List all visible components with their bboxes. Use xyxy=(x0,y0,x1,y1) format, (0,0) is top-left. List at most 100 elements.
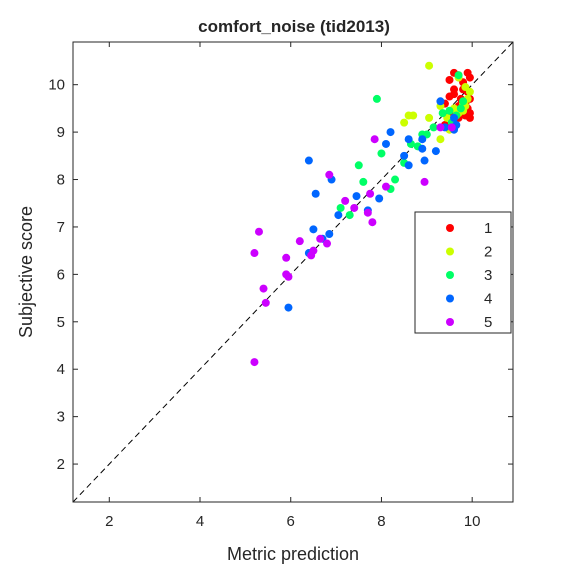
data-point xyxy=(465,87,474,96)
data-point xyxy=(400,118,409,127)
data-point xyxy=(429,123,438,132)
data-point xyxy=(425,61,434,70)
legend-marker-2 xyxy=(446,247,454,256)
data-point xyxy=(456,104,465,113)
legend-marker-4 xyxy=(446,294,454,303)
y-tick-label: 10 xyxy=(48,77,65,94)
data-point xyxy=(436,135,445,144)
chart-title: comfort_noise (tid2013) xyxy=(198,17,390,36)
data-point xyxy=(438,109,447,118)
axes-box xyxy=(72,41,514,503)
data-point xyxy=(404,111,413,120)
y-tick-label: 8 xyxy=(57,172,65,189)
data-point xyxy=(309,225,318,234)
y-tick-label: 3 xyxy=(57,409,65,426)
legend-label-4: 4 xyxy=(484,291,492,308)
data-point xyxy=(404,135,413,144)
legend-marker-1 xyxy=(446,224,454,232)
data-point xyxy=(372,94,381,103)
legend-label-1: 1 xyxy=(484,220,492,237)
data-point xyxy=(436,123,445,132)
data-point xyxy=(366,189,375,198)
data-point xyxy=(459,97,468,106)
data-point xyxy=(377,149,386,158)
data-point xyxy=(445,75,454,84)
y-tick-label: 9 xyxy=(57,124,65,141)
data-point xyxy=(307,251,316,260)
data-point xyxy=(334,211,343,220)
legend-label-5: 5 xyxy=(484,314,492,331)
legend: 1 2 3 4 5 xyxy=(414,211,512,334)
legend-label-2: 2 xyxy=(484,244,492,261)
data-point xyxy=(465,73,474,82)
y-tick-label: 7 xyxy=(57,219,65,236)
data-point xyxy=(311,189,320,198)
data-point xyxy=(359,177,368,186)
data-point xyxy=(284,272,293,281)
data-point xyxy=(454,71,463,80)
data-point xyxy=(400,151,409,160)
data-point xyxy=(250,249,259,258)
data-point xyxy=(284,303,293,312)
y-tick-label: 2 xyxy=(57,456,65,473)
data-point xyxy=(375,194,384,203)
x-tick-label: 4 xyxy=(196,513,204,530)
y-axis-label: Subjective score xyxy=(16,206,36,338)
data-point xyxy=(450,90,459,99)
data-point xyxy=(354,161,363,170)
data-point xyxy=(391,175,400,184)
y-ticks-layer: 2 3 4 5 6 7 8 9 10 xyxy=(48,77,513,473)
data-point xyxy=(381,182,390,191)
data-point xyxy=(325,230,334,239)
data-point xyxy=(418,135,427,144)
y-tick-label: 4 xyxy=(57,361,65,378)
data-point xyxy=(250,358,259,367)
data-point xyxy=(325,170,334,179)
data-point xyxy=(336,203,345,212)
reference-line-layer xyxy=(72,41,514,503)
series-5 xyxy=(250,123,456,367)
data-point xyxy=(304,156,313,165)
data-point xyxy=(425,113,434,122)
data-point xyxy=(341,196,350,205)
legend-box xyxy=(414,211,512,334)
x-tick-label: 8 xyxy=(377,513,385,530)
data-point xyxy=(381,139,390,148)
x-tick-label: 2 xyxy=(105,513,113,530)
data-point xyxy=(447,123,456,132)
data-point xyxy=(295,237,304,246)
data-point xyxy=(370,135,379,144)
data-point xyxy=(352,192,361,201)
data-point xyxy=(316,234,325,243)
data-point xyxy=(282,253,291,262)
data-points-layer xyxy=(250,61,474,367)
data-point xyxy=(465,113,474,122)
y-tick-label: 6 xyxy=(57,266,65,283)
x-tick-label: 6 xyxy=(287,513,295,530)
data-point xyxy=(436,97,445,106)
x-ticks-layer: 2 4 6 8 10 xyxy=(105,42,481,530)
y-tick-label: 5 xyxy=(57,314,65,331)
reference-line xyxy=(72,41,514,503)
x-tick-label: 10 xyxy=(464,513,481,530)
data-point xyxy=(404,161,413,170)
data-point xyxy=(345,211,354,220)
legend-marker-5 xyxy=(446,318,454,326)
legend-marker-3 xyxy=(446,271,454,279)
data-point xyxy=(420,177,429,186)
legend-items: 1 2 3 4 5 xyxy=(446,220,492,331)
data-point xyxy=(323,239,332,248)
data-point xyxy=(445,106,454,115)
x-axis-label: Metric prediction xyxy=(227,544,359,564)
data-point xyxy=(386,128,395,137)
data-point xyxy=(363,208,372,217)
data-point xyxy=(261,298,270,307)
data-point xyxy=(431,147,440,156)
data-point xyxy=(368,218,377,227)
data-point xyxy=(350,203,359,212)
data-point xyxy=(259,284,268,293)
data-point xyxy=(254,227,263,236)
data-point xyxy=(420,156,429,165)
data-point xyxy=(450,113,459,122)
